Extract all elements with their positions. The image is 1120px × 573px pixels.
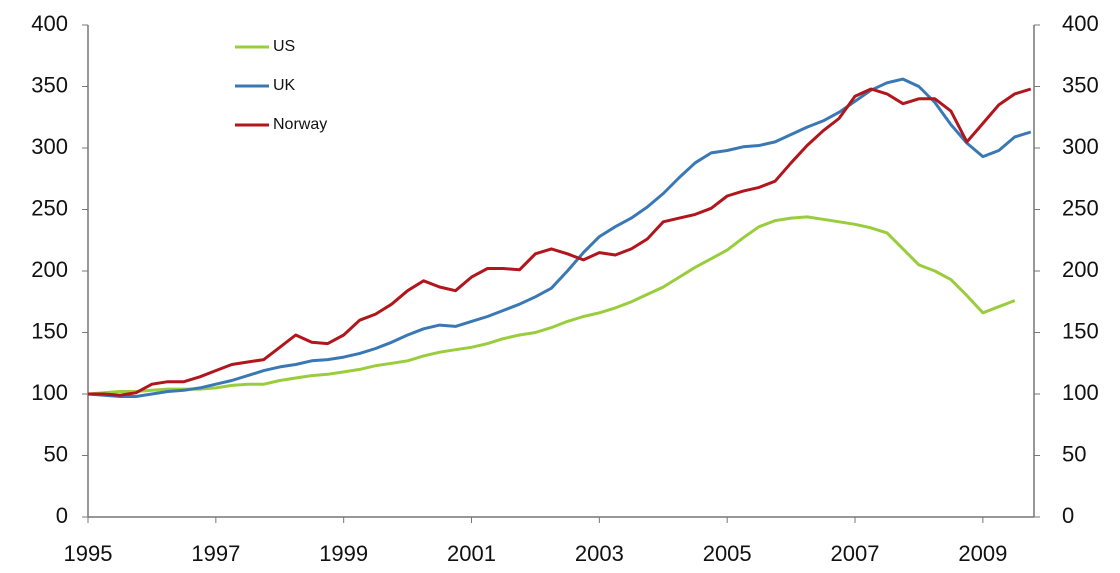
x-tick-label: 1997 [191,541,240,566]
x-tick-label: 2009 [958,541,1007,566]
y2-tick-label: 50 [1062,441,1086,466]
y-tick-label: 50 [44,441,68,466]
y2-tick-label: 300 [1062,134,1099,159]
y2-tick-label: 350 [1062,72,1099,97]
legend-label: UK [273,77,296,94]
y-tick-label: 250 [31,195,68,220]
legend-label: US [273,38,295,55]
y-tick-label: 300 [31,134,68,159]
y-tick-label: 400 [31,11,68,36]
x-tick-label: 2003 [575,541,624,566]
y-tick-label: 0 [56,503,68,528]
y2-tick-label: 150 [1062,318,1099,343]
x-tick-label: 2005 [703,541,752,566]
x-tick-label: 1999 [319,541,368,566]
series-line [88,87,1032,397]
y2-tick-label: 400 [1062,11,1099,36]
y2-tick-label: 0 [1062,503,1074,528]
y-tick-label: 350 [31,72,68,97]
legend-label: Norway [273,116,327,133]
y2-tick-label: 250 [1062,195,1099,220]
x-tick-label: 2001 [447,541,496,566]
x-tick-label: 1995 [64,541,113,566]
y2-tick-label: 100 [1062,380,1099,405]
series-line [87,215,1016,396]
y-tick-label: 150 [31,318,68,343]
y2-tick-label: 200 [1062,257,1099,282]
y-tick-label: 200 [31,257,68,282]
y-tick-label: 100 [31,380,68,405]
series-line [87,77,1032,398]
x-tick-label: 2007 [831,541,880,566]
